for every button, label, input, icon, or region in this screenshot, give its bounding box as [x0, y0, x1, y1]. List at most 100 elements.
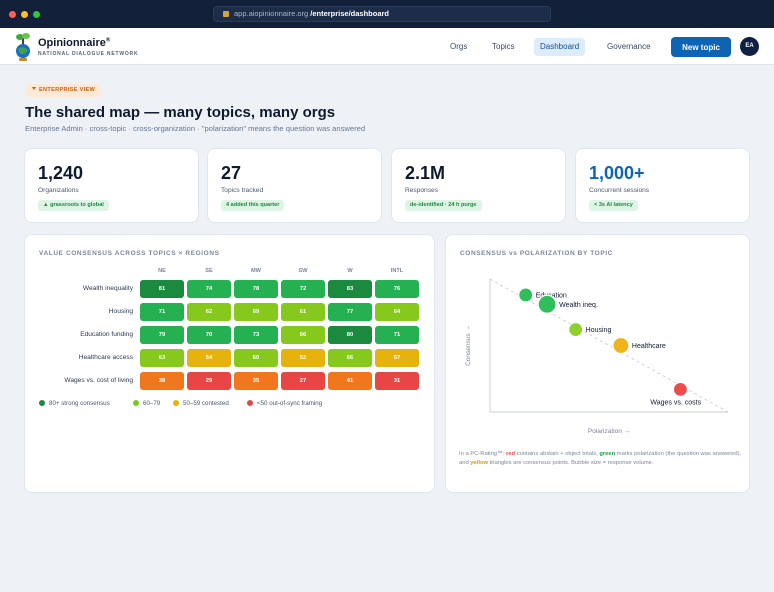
legend-swatch — [173, 400, 179, 406]
lock-icon — [223, 11, 229, 17]
point-label: Wealth ineq. — [559, 302, 598, 309]
kpi-organizations: 1,240 Organizations ▲ grassroots to glob… — [24, 148, 199, 223]
kpi-value: 2.1M — [405, 163, 446, 183]
heatmap-cell[interactable]: 27 — [281, 372, 325, 390]
heatmap-cell[interactable]: 69 — [234, 303, 278, 321]
caret-down-icon — [32, 87, 36, 90]
minimize-window-dot[interactable] — [21, 11, 28, 18]
url-path: /enterprise/dashboard — [310, 9, 390, 18]
avatar[interactable]: EA — [740, 37, 759, 56]
heatmap-cell[interactable]: 62 — [187, 303, 231, 321]
heatmap-cell[interactable]: 83 — [328, 280, 372, 298]
point-bubble[interactable] — [612, 336, 630, 355]
heatmap-cell[interactable]: 61 — [281, 303, 325, 321]
legend-swatch — [133, 400, 139, 406]
scatter-point[interactable]: Wages vs. costs — [650, 381, 702, 406]
heatmap-cell[interactable]: 70 — [187, 326, 231, 344]
heatmap-cell[interactable]: 78 — [234, 280, 278, 298]
nav-dashboard[interactable]: Dashboard — [534, 38, 586, 56]
region-header: NE — [158, 268, 166, 274]
chart-caption: In a PC-Rating™: red contains abstain + … — [459, 451, 742, 466]
heatmap-cell[interactable]: 57 — [375, 349, 419, 367]
scatter-panel: CONSENSUS vs POLARIZATION BY TOPIC Polar… — [445, 234, 750, 493]
heatmap-cell[interactable]: 80 — [328, 326, 372, 344]
topic-label: Healthcare access — [78, 354, 133, 361]
legend-item: 50–59 contested — [173, 400, 229, 407]
topic-label: Education funding — [80, 331, 133, 338]
heatmap-cell[interactable]: 38 — [140, 372, 184, 390]
kpi-label: Topics tracked — [221, 187, 264, 194]
kpi-label: Responses — [405, 187, 438, 194]
address-bar[interactable]: app.aiopinionnaire.org/enterprise/dashbo… — [213, 6, 551, 22]
heatmap-cell[interactable]: 52 — [281, 349, 325, 367]
close-window-dot[interactable] — [9, 11, 16, 18]
kpi-value: 1,240 — [38, 163, 84, 183]
heatmap-cell[interactable]: 81 — [140, 280, 184, 298]
kpi-value: 1,000+ — [589, 163, 645, 183]
kpi-badge: 4 added this quarter — [221, 200, 285, 211]
region-header: MW — [251, 268, 261, 274]
heatmap-cell[interactable]: 60 — [234, 349, 278, 367]
point-bubble[interactable] — [568, 321, 584, 338]
new-topic-button[interactable]: New topic — [671, 37, 731, 57]
heatmap-panel: VALUE CONSENSUS ACROSS TOPICS × REGIONS … — [24, 234, 435, 493]
maximize-window-dot[interactable] — [33, 11, 40, 18]
kpi-badge: ▲ grassroots to global — [38, 200, 109, 211]
legend-item: <50 out-of-sync framing — [247, 400, 322, 407]
point-bubble[interactable] — [518, 287, 534, 303]
heatmap-cell[interactable]: 77 — [328, 303, 372, 321]
heatmap-cell[interactable]: 29 — [187, 372, 231, 390]
x-axis-label: Polarization → — [588, 428, 630, 435]
app-header: Opinionnaire® NATIONAL DIALOGUE NETWORK … — [0, 28, 774, 65]
brand-name[interactable]: Opinionnaire® — [38, 37, 111, 49]
heatmap-cell[interactable]: 63 — [140, 349, 184, 367]
legend-item: 60–79 — [133, 400, 160, 407]
page-title: The shared map — many topics, many orgs — [25, 104, 336, 121]
kpi-badge: de-identified · 24 h purge — [405, 200, 482, 211]
heatmap-cell[interactable]: 72 — [281, 280, 325, 298]
heatmap-cell[interactable]: 31 — [375, 372, 419, 390]
region-header: W — [347, 268, 353, 274]
point-label: Housing — [586, 327, 612, 334]
heatmap-cell[interactable]: 66 — [281, 326, 325, 344]
brand-subtitle: NATIONAL DIALOGUE NETWORK — [38, 51, 139, 57]
url-host: app.aiopinionnaire.org — [234, 9, 309, 18]
heatmap-cell[interactable]: 79 — [140, 326, 184, 344]
scatter-point[interactable]: Wealth ineq. — [537, 294, 598, 314]
nav-topics[interactable]: Topics — [492, 42, 515, 51]
heatmap-cell[interactable]: 35 — [234, 372, 278, 390]
kpi-badge: < 3s AI latency — [589, 200, 638, 211]
kpi-responses: 2.1M Responses de-identified · 24 h purg… — [391, 148, 566, 223]
nav-orgs[interactable]: Orgs — [450, 42, 468, 51]
heatmap-cell[interactable]: 73 — [234, 326, 278, 344]
heatmap-cell[interactable]: 76 — [375, 280, 419, 298]
scatter-point[interactable]: Healthcare — [612, 336, 666, 355]
browser-chrome: app.aiopinionnaire.org/enterprise/dashbo… — [0, 0, 774, 28]
enterprise-view-pill: ENTERPRISE VIEW — [25, 84, 103, 97]
heatmap-cell[interactable]: 74 — [187, 280, 231, 298]
heatmap-cell[interactable]: 41 — [328, 372, 372, 390]
topic-label: Wealth inequality — [82, 285, 133, 292]
heatmap-cell[interactable]: 64 — [375, 303, 419, 321]
y-axis-label: Consensus → — [465, 325, 472, 366]
kpi-label: Organizations — [38, 187, 79, 194]
scatter-point[interactable]: Housing — [568, 321, 612, 338]
kpi-label: Concurrent sessions — [589, 187, 650, 194]
nav-governance[interactable]: Governance — [607, 42, 651, 51]
point-bubble[interactable] — [672, 381, 688, 397]
legend-swatch — [39, 400, 45, 406]
heatmap-cell[interactable]: 71 — [140, 303, 184, 321]
scatter-chart: Polarization →Consensus →EducationWealth… — [465, 278, 729, 435]
heatmap-cell[interactable]: 54 — [187, 349, 231, 367]
logo-icon — [16, 33, 30, 61]
kpi-topics: 27 Topics tracked 4 added this quarter — [207, 148, 382, 223]
page-subtitle: Enterprise Admin · cross-topic · cross-o… — [25, 124, 366, 133]
heatmap-cell[interactable]: 71 — [375, 326, 419, 344]
point-bubble[interactable] — [537, 294, 557, 314]
point-label: Healthcare — [632, 343, 666, 350]
region-header: INTL — [390, 268, 404, 274]
kpi-value: 27 — [221, 163, 242, 183]
topic-label: Housing — [108, 308, 133, 315]
point-label: Wages vs. costs — [650, 399, 701, 406]
heatmap-cell[interactable]: 66 — [328, 349, 372, 367]
